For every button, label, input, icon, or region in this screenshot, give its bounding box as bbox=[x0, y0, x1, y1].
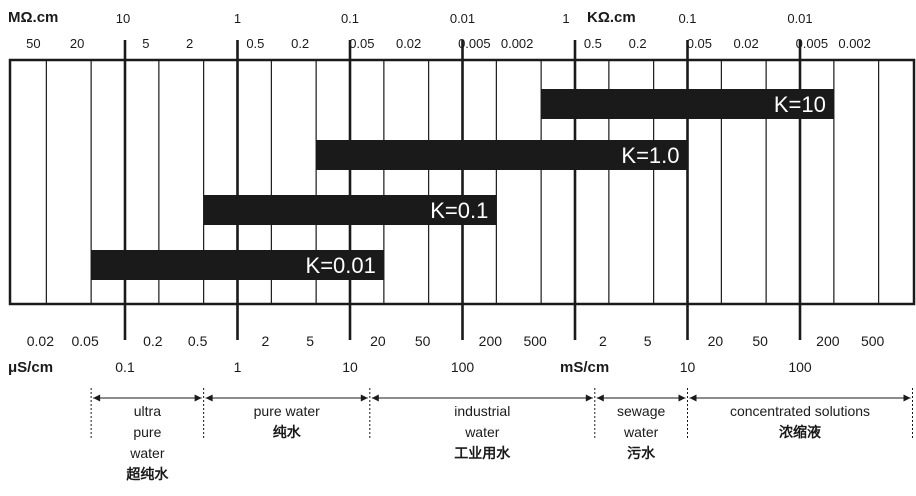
category-label: water bbox=[623, 424, 659, 440]
category-label: industrial bbox=[454, 403, 510, 419]
top-minor-label: 0.5 bbox=[584, 36, 602, 51]
top-minor-label: 0.005 bbox=[458, 36, 491, 51]
bottom-minor-label: 0.05 bbox=[72, 333, 99, 349]
arrowhead-left-icon bbox=[93, 394, 101, 402]
top-minor-label: 0.5 bbox=[246, 36, 264, 51]
bottom-minor-label: 200 bbox=[479, 333, 503, 349]
arrowhead-right-icon bbox=[678, 394, 686, 402]
arrowhead-left-icon bbox=[205, 394, 213, 402]
bottom-major-label: 1 bbox=[234, 359, 242, 375]
arrowhead-right-icon bbox=[194, 394, 202, 402]
bar-k-1 bbox=[316, 140, 688, 170]
bottom-minor-label: 200 bbox=[816, 333, 840, 349]
top-major-label: 0.01 bbox=[787, 11, 812, 26]
top-minor-label: 0.2 bbox=[629, 36, 647, 51]
category-label: water bbox=[464, 424, 500, 440]
bar-series: K=10 K=1.0 K=0.1 K=0.01 bbox=[91, 89, 834, 280]
bottom-major-label: 100 bbox=[788, 359, 812, 375]
bottom-major-label: 10 bbox=[342, 359, 358, 375]
bar-k-2 bbox=[203, 195, 497, 225]
category-label: water bbox=[129, 445, 165, 461]
top-minor-label: 0.002 bbox=[838, 36, 871, 51]
top-major-labels: 10 1 0.1 0.01 1 0.1 0.01 bbox=[116, 11, 813, 26]
arrowhead-left-icon bbox=[689, 394, 697, 402]
bottom-minor-labels: 0.02 0.05 0.2 0.5 2 5 20 50 200 500 2 5 20 50 200 500 bbox=[27, 333, 885, 349]
top-minor-label: 2 bbox=[186, 36, 193, 51]
arrowhead-left-icon bbox=[371, 394, 379, 402]
gridlines bbox=[45, 40, 880, 340]
bottom-minor-label: 0.2 bbox=[143, 333, 163, 349]
bar-label: K=0.01 bbox=[306, 253, 376, 278]
bottom-minor-label: 0.02 bbox=[27, 333, 54, 349]
bottom-major-label: 10 bbox=[680, 359, 696, 375]
top-minor-label: 0.002 bbox=[501, 36, 534, 51]
bottom-minor-label: 50 bbox=[752, 333, 768, 349]
water-category-ranges: ultra pure water 超纯水 pure water 纯水 industrial w… bbox=[90, 388, 913, 482]
top-minor-label: 5 bbox=[142, 36, 149, 51]
top-minor-label: 0.2 bbox=[291, 36, 309, 51]
category-label-cn: 工业用水 bbox=[454, 445, 511, 461]
bottom-minor-label: 20 bbox=[708, 333, 724, 349]
category-label-cn: 污水 bbox=[627, 445, 656, 461]
bar-k-0 bbox=[541, 89, 834, 119]
top-minor-label: 20 bbox=[70, 36, 84, 51]
bar-label: K=1.0 bbox=[621, 143, 679, 168]
top-major-label: 0.1 bbox=[341, 11, 359, 26]
bottom-major-label: 100 bbox=[451, 359, 475, 375]
bottom-major-label: 0.1 bbox=[115, 359, 135, 375]
bottom-minor-label: 5 bbox=[306, 333, 314, 349]
top-minor-label: 0.02 bbox=[396, 36, 421, 51]
bottom-major-labels: 0.1 1 10 100 10 100 bbox=[115, 359, 812, 375]
bottom-minor-label: 20 bbox=[370, 333, 386, 349]
arrowhead-right-icon bbox=[360, 394, 368, 402]
top-major-label: 1 bbox=[234, 11, 241, 26]
bottom-minor-label: 2 bbox=[599, 333, 607, 349]
unit-megaohm-cm: MΩ.cm bbox=[8, 9, 58, 26]
top-minor-label: 0.05 bbox=[349, 36, 374, 51]
bar-k-3 bbox=[91, 250, 384, 280]
bar-label: K=10 bbox=[774, 92, 826, 117]
category-label-cn: 纯水 bbox=[273, 424, 302, 440]
top-minor-label: 50 bbox=[26, 36, 40, 51]
category-label: pure bbox=[133, 424, 161, 440]
unit-millisiemens-cm: mS/cm bbox=[560, 359, 609, 376]
bottom-minor-label: 0.5 bbox=[188, 333, 208, 349]
arrowhead-right-icon bbox=[903, 394, 911, 402]
unit-kiloohm-cm: KΩ.cm bbox=[587, 9, 636, 26]
top-minor-label: 0.05 bbox=[687, 36, 712, 51]
top-major-label: 0.01 bbox=[450, 11, 475, 26]
top-major-label: 10 bbox=[116, 11, 130, 26]
top-minor-label: 0.005 bbox=[796, 36, 829, 51]
bottom-minor-label: 500 bbox=[861, 333, 885, 349]
category-label: concentrated solutions bbox=[730, 403, 870, 419]
category-label: pure water bbox=[254, 403, 320, 419]
bar-label: K=0.1 bbox=[430, 198, 488, 223]
category-label: ultra bbox=[134, 403, 161, 419]
top-minor-labels: 50 20 5 2 0.5 0.2 0.05 0.02 0.005 0.002 0.5 0.2 0.05… bbox=[26, 36, 871, 51]
category-label-cn: 浓缩液 bbox=[779, 424, 822, 440]
category-label: sewage bbox=[617, 403, 665, 419]
category-label-cn: 超纯水 bbox=[125, 466, 169, 482]
unit-microsiemens-cm: μS/cm bbox=[8, 359, 53, 376]
bottom-minor-label: 500 bbox=[523, 333, 547, 349]
arrowhead-left-icon bbox=[596, 394, 604, 402]
arrowhead-right-icon bbox=[585, 394, 593, 402]
top-major-label: 0.1 bbox=[678, 11, 696, 26]
bottom-minor-label: 2 bbox=[261, 333, 269, 349]
top-major-label: 1 bbox=[562, 11, 569, 26]
top-minor-label: 0.02 bbox=[733, 36, 758, 51]
bottom-minor-label: 50 bbox=[415, 333, 431, 349]
bottom-minor-label: 5 bbox=[644, 333, 652, 349]
